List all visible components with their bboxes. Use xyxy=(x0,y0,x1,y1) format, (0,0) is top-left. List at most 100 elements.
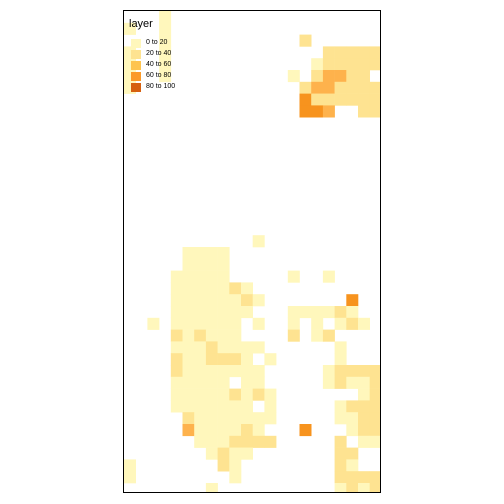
raster-cell xyxy=(217,376,230,389)
raster-cell xyxy=(205,483,218,492)
raster-cell xyxy=(369,58,380,71)
raster-cell xyxy=(346,46,359,59)
raster-cell xyxy=(217,258,230,271)
raster-cell xyxy=(346,81,359,94)
raster-cell xyxy=(241,376,253,389)
raster-cell xyxy=(346,471,359,484)
raster-cell xyxy=(217,270,230,283)
raster-cell xyxy=(322,329,335,342)
raster-cell xyxy=(358,365,370,378)
raster-cell xyxy=(194,424,207,437)
raster-cell xyxy=(311,70,324,83)
raster-cell xyxy=(322,46,335,59)
raster-cell xyxy=(334,471,347,484)
raster-cell xyxy=(159,34,172,47)
raster-cell xyxy=(182,412,195,425)
raster-cell xyxy=(205,435,218,448)
raster-cell xyxy=(252,235,265,248)
raster-cell xyxy=(369,365,380,378)
raster-cell xyxy=(252,376,265,389)
raster-cell xyxy=(346,58,359,71)
raster-cell xyxy=(358,435,370,448)
raster-cell xyxy=(182,317,195,330)
raster-cell xyxy=(346,459,359,472)
legend-swatch xyxy=(131,39,141,48)
raster-cell xyxy=(369,483,380,492)
legend-label: 60 to 80 xyxy=(146,72,172,79)
raster-cell xyxy=(170,270,183,283)
raster-cell xyxy=(229,424,242,437)
raster-cell xyxy=(229,294,242,307)
raster-cell xyxy=(369,412,380,425)
raster-cell xyxy=(182,376,195,389)
raster-cell xyxy=(182,353,195,366)
raster-cell xyxy=(159,11,172,24)
raster-cell xyxy=(369,424,380,437)
raster-cell xyxy=(311,306,324,319)
raster-cell xyxy=(170,365,183,378)
raster-cell xyxy=(334,365,347,378)
raster-cell xyxy=(205,447,218,460)
legend-swatch xyxy=(131,61,141,70)
raster-cell xyxy=(229,447,242,460)
raster-cell xyxy=(217,341,230,354)
raster-cell xyxy=(170,353,183,366)
raster-cell xyxy=(217,447,230,460)
raster-cell xyxy=(194,353,207,366)
raster-cell xyxy=(229,412,242,425)
raster-cell xyxy=(124,471,136,484)
raster-cell xyxy=(252,294,265,307)
raster-cell xyxy=(182,258,195,271)
legend-swatch xyxy=(131,50,141,59)
raster-cell xyxy=(346,306,359,319)
raster-cell xyxy=(217,317,230,330)
raster-cell xyxy=(147,317,160,330)
raster-cell xyxy=(194,317,207,330)
raster-cell xyxy=(229,329,242,342)
raster-cell xyxy=(346,317,359,330)
raster-cell xyxy=(334,46,347,59)
raster-cell xyxy=(358,483,370,492)
raster-cell xyxy=(194,341,207,354)
raster-cell xyxy=(205,270,218,283)
raster-cell xyxy=(182,388,195,401)
raster-cell xyxy=(334,58,347,71)
raster-cell xyxy=(229,400,242,413)
raster-cell xyxy=(334,317,347,330)
raster-cell xyxy=(159,58,172,71)
raster-cell xyxy=(205,353,218,366)
raster-cell xyxy=(264,388,277,401)
raster-cell xyxy=(322,70,335,83)
raster-cell xyxy=(205,424,218,437)
raster-cell xyxy=(322,93,335,106)
raster-cell xyxy=(334,400,347,413)
raster-cell xyxy=(369,46,380,59)
raster-cell xyxy=(252,412,265,425)
raster-cell xyxy=(241,400,253,413)
raster-cell xyxy=(194,270,207,283)
raster-cell xyxy=(229,459,242,472)
raster-cell xyxy=(322,270,335,283)
raster-cell xyxy=(217,329,230,342)
raster-cell xyxy=(346,376,359,389)
raster-cell xyxy=(217,388,230,401)
raster-cell xyxy=(217,435,230,448)
raster-cell xyxy=(369,376,380,389)
raster-cell xyxy=(311,93,324,106)
raster-cell xyxy=(369,81,380,94)
raster-cell xyxy=(287,306,300,319)
raster-cell xyxy=(229,282,242,295)
legend-label: 40 to 60 xyxy=(146,61,172,68)
raster-cell xyxy=(322,376,335,389)
raster-cell xyxy=(346,447,359,460)
raster-cell xyxy=(182,247,195,260)
raster-cell xyxy=(170,400,183,413)
raster-cell xyxy=(170,329,183,342)
raster-cell xyxy=(311,58,324,71)
raster-cell xyxy=(252,435,265,448)
legend-label: 0 to 20 xyxy=(146,39,168,46)
raster-cell xyxy=(205,306,218,319)
raster-cell xyxy=(346,412,359,425)
raster-cell xyxy=(252,365,265,378)
raster-cell xyxy=(205,317,218,330)
